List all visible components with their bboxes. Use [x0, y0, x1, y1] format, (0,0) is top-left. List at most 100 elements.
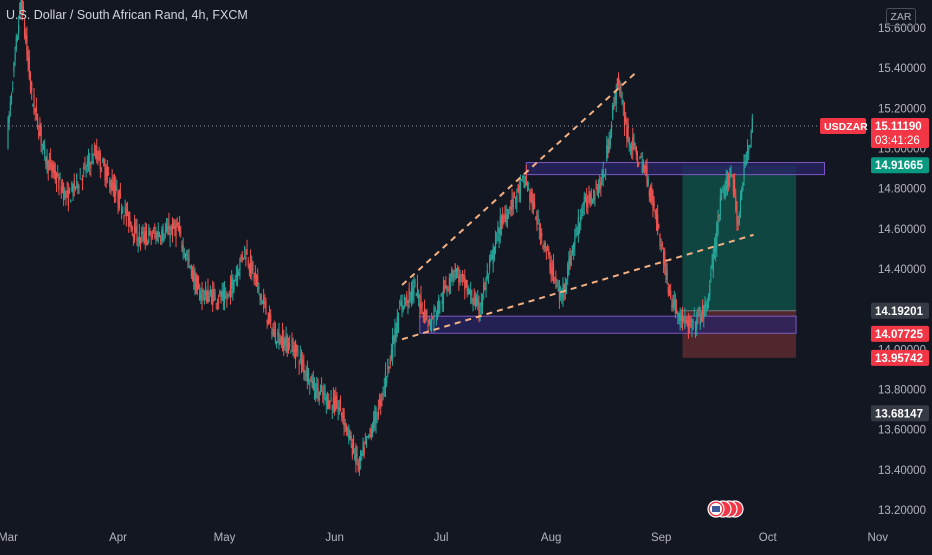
candle-body — [702, 306, 704, 316]
candle — [638, 161, 640, 168]
candle-body — [655, 210, 658, 223]
candle-body — [460, 274, 462, 276]
candle — [570, 250, 572, 267]
candle — [137, 237, 139, 253]
candle — [58, 173, 60, 196]
candle-body — [218, 301, 220, 303]
candle-body — [678, 315, 680, 319]
candle — [431, 312, 433, 333]
candle-body — [40, 126, 42, 144]
candle — [405, 297, 407, 307]
candle — [249, 249, 252, 280]
candle-body — [128, 211, 130, 226]
candle — [678, 312, 680, 325]
candle-body — [158, 235, 161, 237]
candle — [724, 180, 726, 201]
candle-body — [604, 169, 607, 174]
candle — [428, 315, 430, 326]
candle — [465, 279, 467, 289]
candle-body — [479, 309, 481, 312]
candle-body — [65, 191, 67, 198]
candle — [115, 176, 117, 203]
candle-body — [634, 143, 636, 145]
candle — [374, 404, 376, 431]
candle — [644, 164, 646, 175]
candle-body — [515, 196, 517, 201]
candle — [68, 187, 71, 195]
candle-body — [376, 417, 378, 419]
candle-body — [749, 145, 751, 147]
candle — [606, 135, 608, 162]
candle-body — [751, 117, 753, 133]
candle — [710, 265, 712, 284]
candle — [531, 188, 533, 214]
candle — [662, 247, 665, 273]
candle — [612, 102, 614, 121]
candle-body — [70, 200, 72, 203]
candle-body — [264, 302, 266, 305]
candle-body — [354, 455, 356, 459]
candle-body — [112, 182, 114, 191]
candle — [660, 238, 662, 252]
candle — [509, 206, 511, 215]
candle — [719, 187, 721, 221]
candle-body — [448, 278, 450, 287]
candle — [472, 298, 474, 312]
candle — [548, 246, 550, 260]
candle-body — [177, 226, 179, 232]
candle — [468, 288, 471, 294]
candle-body — [628, 138, 630, 145]
candle — [607, 138, 609, 159]
candle-body — [659, 233, 661, 247]
support-zone[interactable] — [419, 315, 797, 334]
candle-body — [322, 392, 324, 395]
candle — [640, 152, 642, 159]
candle — [454, 263, 456, 280]
candle-body — [201, 291, 203, 301]
candle-body — [545, 249, 548, 252]
candle-body — [516, 195, 518, 203]
candle — [302, 352, 304, 372]
candle-body — [192, 268, 194, 281]
candle-body — [705, 303, 707, 307]
candle — [513, 191, 516, 199]
candle — [700, 311, 703, 323]
candle — [65, 190, 67, 206]
candle — [169, 225, 171, 248]
currency-selector[interactable]: ZAR — [886, 8, 916, 26]
candle-body — [647, 178, 649, 186]
upper-trendline[interactable] — [401, 71, 638, 286]
x-tick-label: Nov — [868, 532, 889, 544]
candle — [147, 239, 149, 246]
candle-body — [731, 174, 733, 176]
candle-body — [343, 410, 345, 428]
x-tick-label: Oct — [759, 532, 778, 544]
candle-body — [207, 288, 209, 299]
candle — [619, 79, 621, 97]
candle-body — [653, 201, 655, 207]
candle — [138, 223, 140, 247]
candle — [212, 280, 214, 313]
candle-body — [147, 241, 149, 246]
candle-body — [485, 277, 487, 291]
candle-body — [640, 155, 642, 157]
candle-body — [93, 148, 95, 150]
candle — [357, 458, 359, 473]
candle-body — [419, 303, 421, 309]
candle — [518, 177, 520, 203]
candle-body — [608, 139, 610, 153]
resistance-zone[interactable] — [525, 162, 825, 176]
last-price-tag — [871, 118, 929, 149]
candle — [371, 422, 374, 438]
candle — [124, 199, 126, 216]
candle-body — [267, 312, 269, 325]
candle-body — [468, 291, 471, 294]
candle-body — [692, 320, 694, 322]
candle — [291, 332, 293, 352]
candle — [253, 272, 255, 286]
candle — [148, 224, 150, 244]
candle — [200, 287, 202, 304]
candle — [87, 148, 90, 172]
